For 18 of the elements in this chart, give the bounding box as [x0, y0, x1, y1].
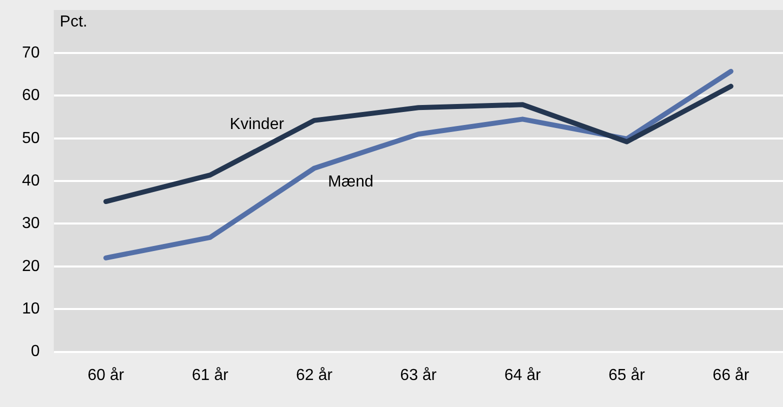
- series-label: Kvinder: [230, 116, 285, 133]
- y-tick-label: 0: [30, 343, 40, 360]
- x-tick-label: 64 år: [504, 366, 542, 384]
- y-tick-label: 60: [22, 87, 40, 104]
- y-tick-label: 40: [22, 172, 40, 190]
- series-label: Mænd: [328, 174, 374, 191]
- y-tick-label: 30: [22, 215, 40, 232]
- x-tick-label: 61 år: [192, 366, 229, 384]
- y-axis-title: Pct.: [60, 13, 88, 30]
- y-tick-label: 70: [22, 44, 40, 62]
- y-tick-label: 50: [22, 130, 40, 147]
- x-tick-label: 65 år: [608, 366, 646, 384]
- x-tick-label: 66 år: [712, 366, 750, 384]
- x-tick-label: 60 år: [88, 366, 125, 384]
- x-tick-label: 62 år: [296, 366, 334, 384]
- y-tick-label: 10: [22, 300, 40, 318]
- y-tick-label: 20: [22, 258, 40, 275]
- x-tick-label: 63 år: [400, 366, 438, 384]
